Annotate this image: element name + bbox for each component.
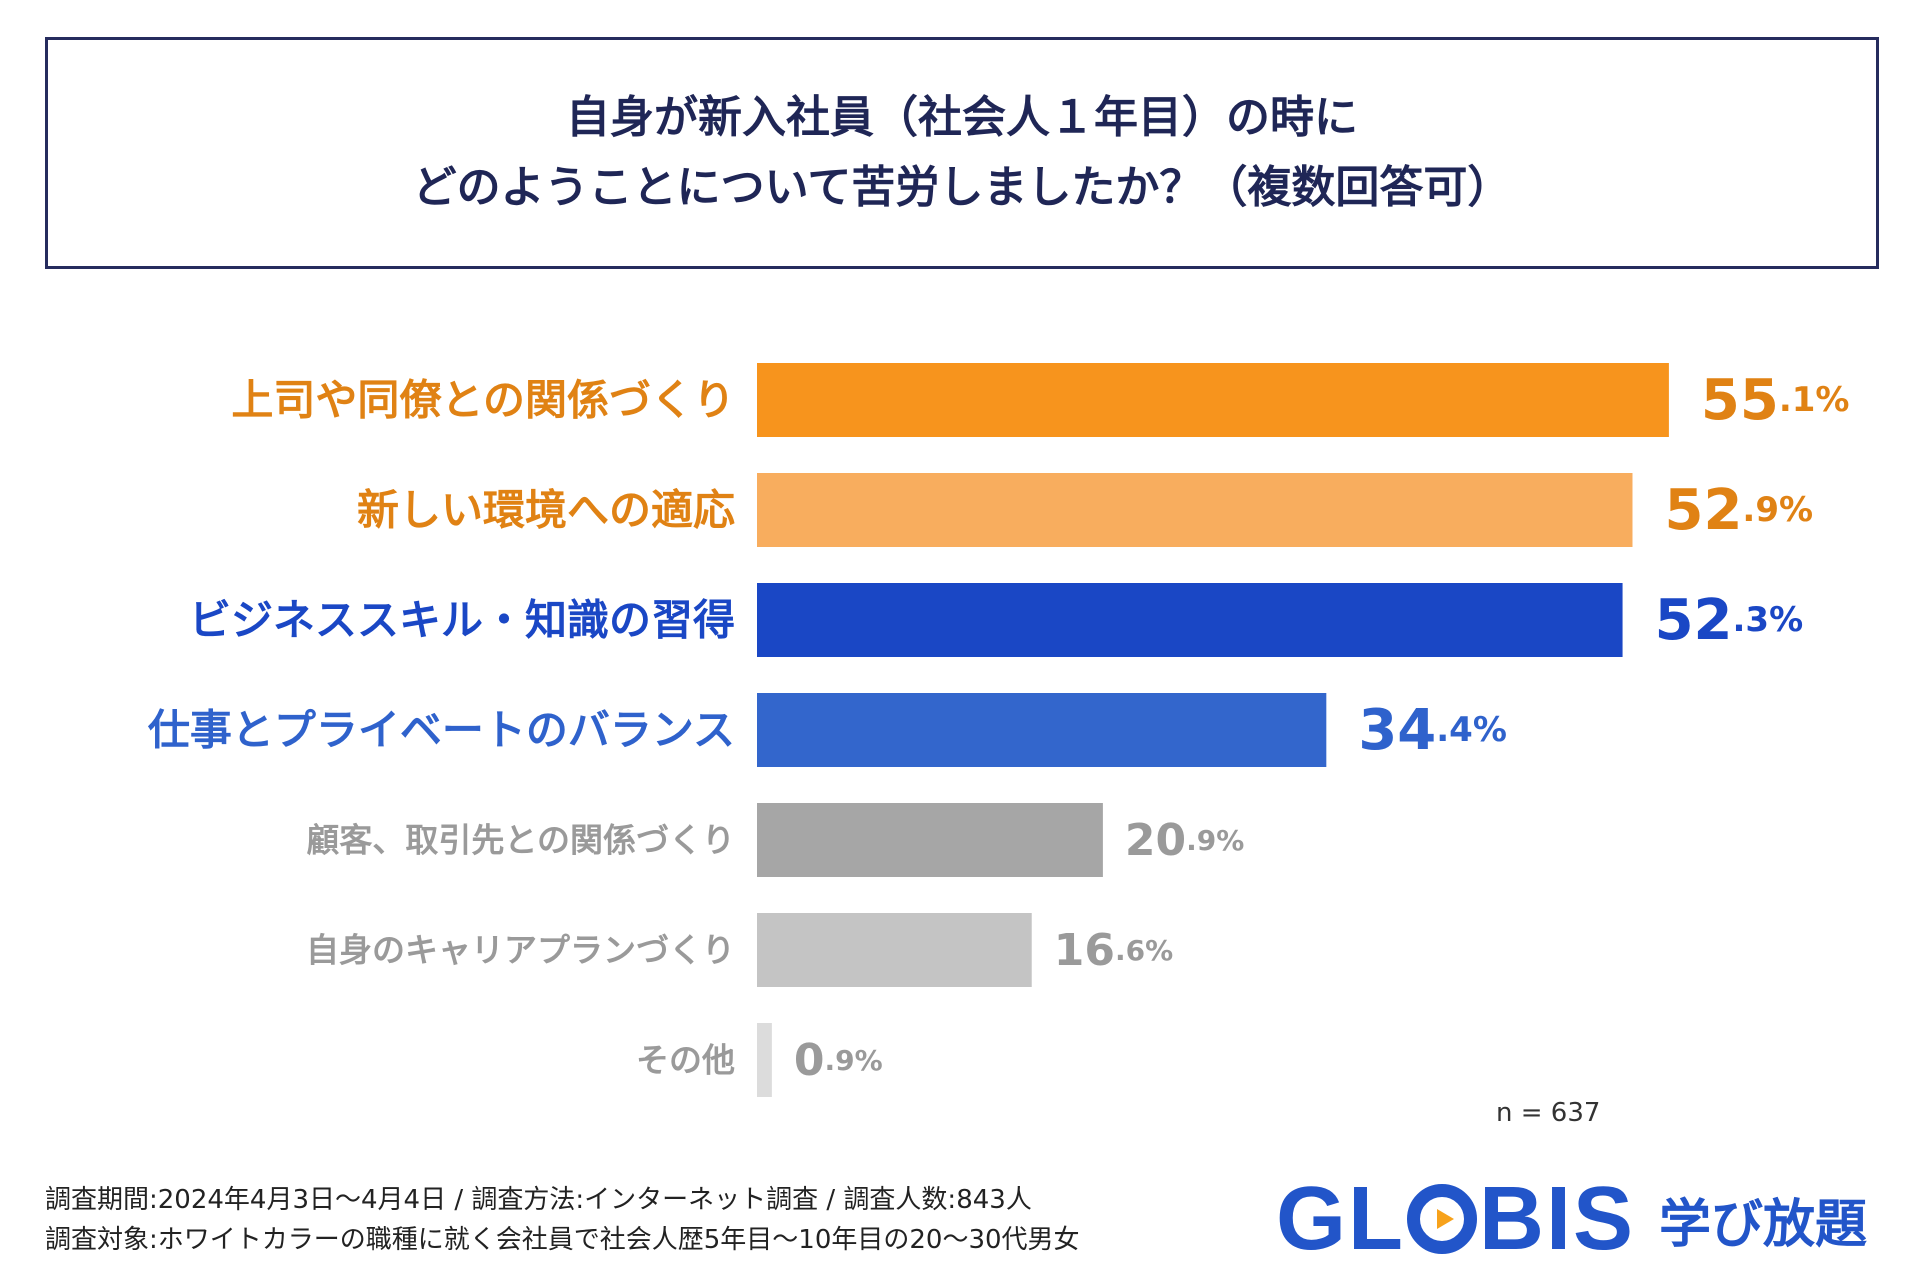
value-label-dec-4: .9% — [1186, 824, 1244, 857]
survey-footnote: 調査期間:2024年4月3日〜4月4日 / 調査方法:インターネット調査 / 調… — [45, 1180, 1080, 1260]
logo-play-icon — [1436, 1209, 1454, 1229]
value-label-0: 55.1% — [1701, 368, 1850, 433]
value-label-4: 20.9% — [1125, 815, 1244, 866]
bar-5 — [757, 913, 1032, 987]
sample-size-label: n = 637 — [1496, 1098, 1601, 1128]
category-label-3: 仕事とプライベートのバランス — [148, 706, 735, 755]
logo-word-prefix: GL — [1276, 1169, 1405, 1269]
value-label-dec-3: .4% — [1436, 710, 1507, 750]
value-label-2: 52.3% — [1655, 588, 1804, 653]
globis-logo: GL BIS 学び放題 — [1276, 1174, 1867, 1264]
value-label-int-2: 52 — [1655, 588, 1733, 653]
category-label-5: 自身のキャリアプランづくり — [306, 931, 735, 970]
chart-title-line-2: どのようことについて苦労しましたか？（複数回答可） — [412, 162, 1512, 213]
value-label-3: 34.4% — [1358, 698, 1507, 763]
value-label-int-6: 0 — [794, 1035, 825, 1086]
value-label-int-5: 16 — [1054, 925, 1115, 976]
bar-chart: 上司や同僚との関係づくり 55.1%新しい環境への適応 52.9%ビジネススキル・知… — [148, 363, 1850, 1097]
value-label-int-1: 52 — [1664, 478, 1742, 543]
category-label-6: その他 — [636, 1041, 735, 1080]
bar-4 — [757, 803, 1103, 877]
value-label-int-0: 55 — [1701, 368, 1779, 433]
logo-play-circle-icon — [1406, 1184, 1477, 1254]
chart-title-line-1: 自身が新入社員（社会人１年目）の時に — [566, 92, 1358, 143]
value-label-dec-5: .6% — [1115, 934, 1173, 967]
bar-1 — [757, 473, 1633, 547]
value-label-dec-0: .1% — [1779, 380, 1850, 420]
survey-footnote-line-1: 調査期間:2024年4月3日〜4月4日 / 調査方法:インターネット調査 / 調… — [45, 1185, 1032, 1215]
category-label-2: ビジネススキル・知識の習得 — [189, 596, 735, 645]
value-label-dec-1: .9% — [1742, 490, 1813, 530]
logo-word-suffix: BIS — [1478, 1169, 1636, 1269]
value-label-1: 52.9% — [1664, 478, 1813, 543]
category-label-1: 新しい環境への適応 — [357, 486, 735, 535]
bar-2 — [757, 583, 1623, 657]
chart-title-box: 自身が新入社員（社会人１年目）の時に どのようことについて苦労しましたか？（複数… — [45, 37, 1879, 269]
logo-wordmark: GL BIS — [1276, 1174, 1635, 1264]
bar-0 — [757, 363, 1669, 437]
bar-3 — [757, 693, 1327, 767]
value-label-int-3: 34 — [1358, 698, 1436, 763]
category-label-0: 上司や同僚との関係づくり — [231, 376, 735, 425]
value-label-6: 0.9% — [794, 1035, 883, 1086]
value-label-5: 16.6% — [1054, 925, 1173, 976]
survey-footnote-line-2: 調査対象:ホワイトカラーの職種に就く会社員で社会人歴5年目〜10年目の20〜30… — [45, 1225, 1080, 1255]
value-label-dec-6: .9% — [825, 1044, 883, 1077]
bar-6 — [757, 1023, 772, 1097]
category-label-4: 顧客、取引先との関係づくり — [306, 821, 735, 860]
value-label-dec-2: .3% — [1733, 600, 1804, 640]
value-label-int-4: 20 — [1125, 815, 1186, 866]
logo-subtitle: 学び放題 — [1659, 1194, 1868, 1255]
